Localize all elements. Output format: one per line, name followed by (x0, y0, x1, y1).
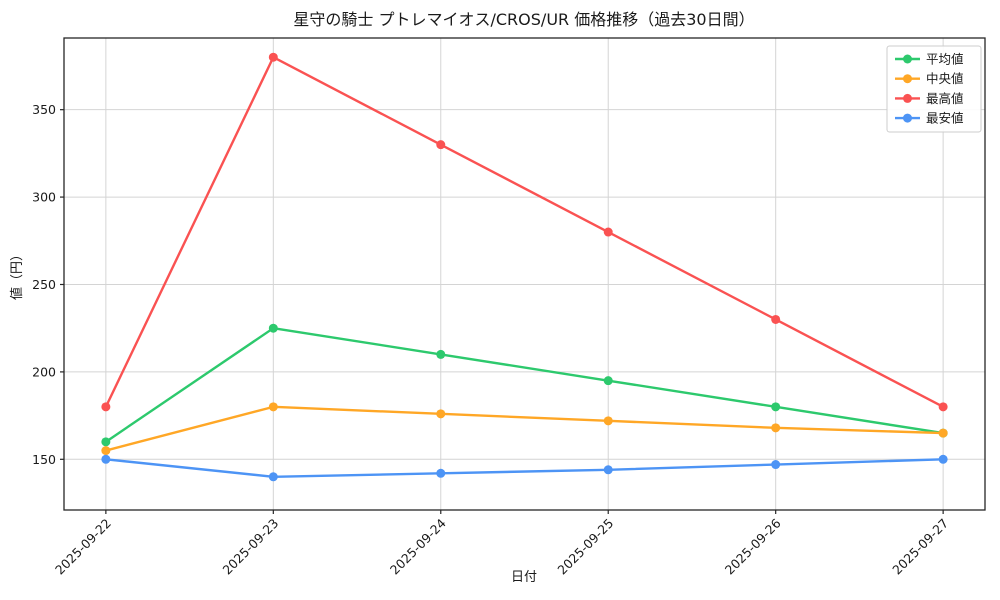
legend-marker-min (903, 113, 912, 123)
y-tick-label: 250 (32, 277, 56, 292)
series-point-min (938, 454, 948, 464)
series-point-min (603, 465, 613, 475)
legend-marker-average (903, 54, 912, 64)
series-point-min (436, 468, 446, 478)
legend-marker-median (903, 74, 912, 84)
series-point-max (771, 314, 781, 324)
legend-label-average: 平均値 (926, 52, 964, 67)
series-point-median (771, 423, 781, 433)
y-tick-label: 300 (32, 190, 56, 205)
series-point-average (603, 376, 613, 386)
series-point-median (603, 416, 613, 426)
legend-label-min: 最安値 (926, 111, 964, 126)
series-point-median (268, 402, 278, 412)
series-point-max (603, 227, 613, 237)
series-point-max (268, 52, 278, 62)
series-point-average (268, 323, 278, 333)
x-axis-label: 日付 (511, 570, 537, 585)
x-tick-label: 2025-09-26 (722, 515, 784, 577)
y-tick-label: 150 (32, 452, 56, 467)
series-line-max (104, 56, 945, 409)
series-point-median (436, 409, 446, 419)
y-axis-label: 値（円） (9, 248, 25, 300)
series-line-min (104, 458, 945, 478)
plot-border (63, 37, 986, 511)
legend-label-max: 最高値 (926, 91, 964, 106)
series-point-max (938, 402, 948, 412)
series-point-average (771, 402, 781, 412)
series-line-median (104, 405, 945, 452)
chart-title: 星守の騎士 プトレマイオス/CROS/UR 価格推移（過去30日間） (293, 10, 754, 29)
series-point-max (101, 402, 111, 412)
series-point-average (101, 437, 111, 447)
x-tick-label: 2025-09-23 (219, 516, 281, 578)
x-tick-label: 2025-09-27 (889, 516, 951, 578)
x-tick-label: 2025-09-24 (387, 515, 449, 577)
series-line-average (104, 326, 945, 444)
series-point-min (771, 460, 781, 470)
x-tick-label: 2025-09-25 (554, 516, 616, 578)
y-tick-label: 200 (32, 364, 56, 379)
series-point-median (101, 446, 111, 456)
plot-area: 150 200 250 300 350 2025-09-22 2025-09-23 2025-… (32, 37, 986, 578)
legend-marker-max (903, 93, 912, 103)
series-point-median (938, 428, 948, 438)
legend-label-median: 中央値 (926, 71, 964, 86)
series-point-average (436, 349, 446, 359)
x-tick-label: 2025-09-22 (52, 516, 114, 578)
series-point-min (268, 472, 278, 482)
series-point-min (101, 454, 111, 464)
series-point-max (436, 140, 446, 150)
legend (886, 45, 982, 133)
y-tick-label: 350 (32, 102, 56, 117)
